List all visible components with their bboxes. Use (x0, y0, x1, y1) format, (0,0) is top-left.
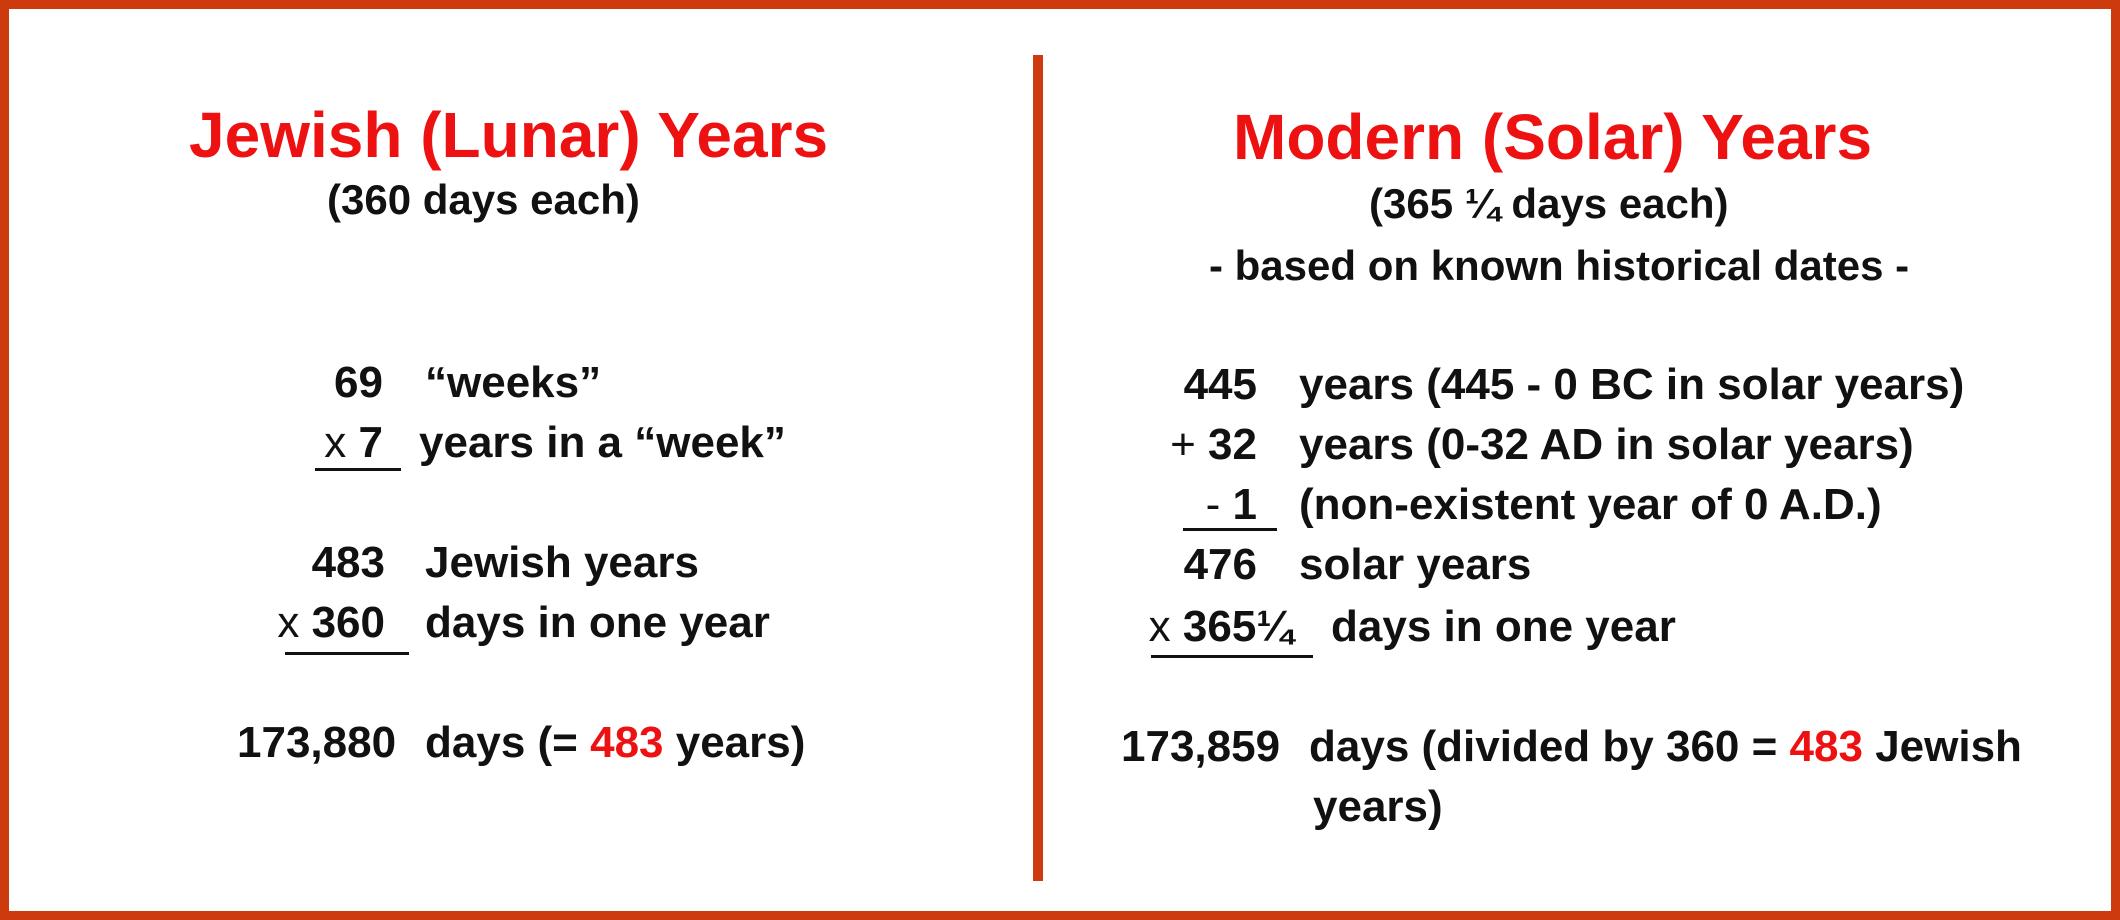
left-subtitle: (360 days each) (327, 176, 640, 223)
right-row-3-label: (non-existent year of 0 A.D.) (1299, 480, 1882, 529)
center-divider (1033, 55, 1043, 881)
left-row-1-number: 69 (334, 358, 383, 407)
left-result-label: days (= 483 years) (425, 718, 806, 767)
right-subtitle: (365 ¼ days each) (1369, 180, 1729, 227)
left-row-3-label: Jewish years (425, 538, 699, 587)
left-row-3-number: 483 (311, 538, 385, 587)
left-row-1-label: “weeks” (425, 358, 602, 407)
left-rule-2 (285, 652, 409, 655)
right-title: Modern (Solar) Years (1233, 101, 1873, 173)
left-row-2-label: years in a “week” (419, 418, 786, 467)
right-row-2-label: years (0-32 AD in solar years) (1299, 420, 1914, 469)
right-row-1-label: years (445 - 0 BC in solar years) (1299, 360, 1965, 409)
right-row-4-label: solar years (1299, 540, 1532, 589)
right-result-highlight: 483 (1789, 722, 1863, 771)
right-result-label: days (divided by 360 = 483 Jewish (1309, 722, 2022, 771)
right-row-5-number: x 365¼ (1148, 602, 1293, 651)
left-row-4-label: days in one year (425, 598, 770, 647)
right-rule-2 (1151, 655, 1313, 658)
right-row-3-number: - 1 (1205, 480, 1257, 529)
right-result-continuation: years) (1313, 782, 1443, 831)
left-row-4-number: x 360 (277, 598, 385, 647)
left-result-highlight: 483 (590, 718, 664, 767)
right-row-4-number: 476 (1183, 540, 1257, 589)
right-note: - based on known historical dates - (1209, 242, 1910, 289)
left-title: Jewish (Lunar) Years (189, 99, 829, 171)
right-row-2-number: + 32 (1170, 420, 1257, 469)
left-rule-1 (315, 468, 401, 471)
right-row-1-number: 445 (1183, 360, 1257, 409)
left-result-number: 173,880 (237, 718, 397, 767)
right-rule-1 (1183, 528, 1277, 531)
right-row-5-label: days in one year (1331, 602, 1676, 651)
left-row-2-number: x 7 (324, 418, 383, 467)
right-result-number: 173,859 (1121, 722, 1281, 771)
